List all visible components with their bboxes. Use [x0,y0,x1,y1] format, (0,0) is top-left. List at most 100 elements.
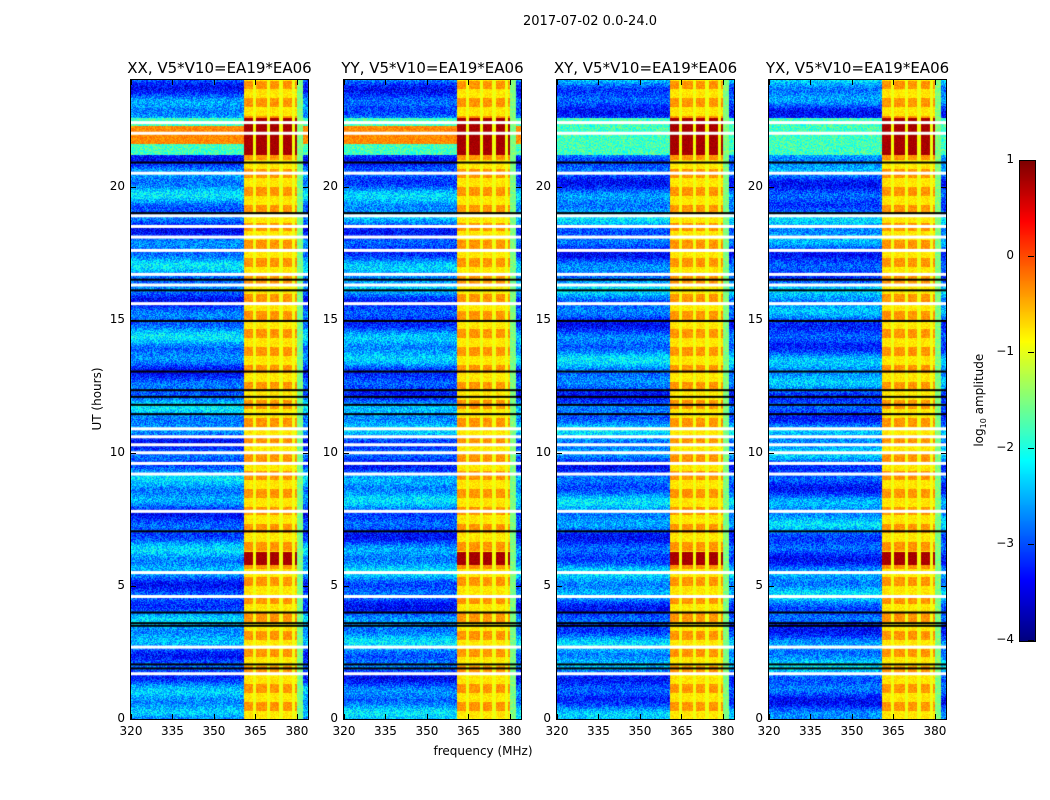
x-tick-mark [385,714,387,719]
y-tick-mark [131,719,136,720]
y-tick-mark [769,585,774,587]
colorbar-tick-mark [1028,640,1034,641]
y-tick-mark [941,452,946,454]
heatmap-panel-yy [343,79,522,720]
x-tick-mark [344,80,345,85]
x-tick-mark [810,714,812,719]
y-tick-mark [131,585,136,587]
x-tick-mark [639,80,641,85]
figure-title: 2017-07-02 0.0-24.0 [523,14,657,29]
y-tick-mark [941,585,946,587]
colorbar-tick-label: −1 [996,344,1014,358]
x-tick-label: 320 [545,724,569,738]
y-tick-label: 15 [535,311,551,326]
x-tick-mark [934,714,936,719]
y-tick-mark [303,452,308,454]
y-tick-mark [941,319,946,321]
x-tick-mark [296,80,298,85]
y-tick-mark [516,319,521,321]
colorbar-tick-label: 0 [1006,248,1014,262]
y-tick-mark [557,585,562,587]
panel-title: XY, V5*V10=EA19*EA06 [553,59,738,77]
x-tick-label: 380 [923,724,947,738]
y-tick-mark [769,719,774,720]
y-tick-mark [303,585,308,587]
x-tick-mark [509,714,511,719]
y-tick-label: 10 [109,444,125,459]
y-tick-mark [941,719,946,720]
panel-title: YY, V5*V10=EA19*EA06 [341,59,524,77]
y-tick-mark [516,452,521,454]
x-tick-label: 320 [332,724,356,738]
y-tick-mark [769,186,774,188]
x-tick-label: 335 [587,724,610,738]
x-tick-label: 365 [670,724,693,738]
colorbar-tick-mark [1028,160,1034,161]
x-tick-mark [598,80,600,85]
x-tick-mark [639,714,641,719]
x-tick-mark [893,80,895,85]
x-tick-mark [213,80,215,85]
x-tick-label: 350 [415,724,439,738]
y-tick-mark [729,585,734,587]
y-tick-mark [557,719,562,720]
heatmap-image [131,80,308,719]
y-tick-label: 0 [117,711,125,725]
x-tick-mark [851,80,853,85]
x-tick-mark [769,714,770,719]
x-tick-mark [255,80,257,85]
y-tick-mark [131,452,136,454]
x-tick-mark [598,714,600,719]
x-tick-mark [810,80,812,85]
x-tick-mark [468,80,470,85]
y-axis-label: UT (hours) [90,367,104,431]
x-tick-label: 350 [628,724,652,738]
y-tick-label: 0 [755,711,763,725]
x-tick-mark [681,714,683,719]
x-axis-label: frequency (MHz) [433,744,533,758]
x-tick-label: 335 [799,724,822,738]
x-tick-mark [722,714,724,719]
y-tick-mark [557,452,562,454]
y-tick-mark [729,186,734,188]
y-tick-mark [941,186,946,188]
x-tick-label: 380 [711,724,735,738]
y-tick-mark [557,319,562,321]
x-tick-mark [213,714,215,719]
y-tick-mark [344,452,349,454]
colorbar-tick-mark [1028,352,1034,353]
y-tick-label: 5 [755,577,763,592]
x-tick-label: 320 [757,724,781,738]
y-tick-mark [344,585,349,587]
y-tick-label: 10 [322,444,338,459]
heatmap-image [557,80,734,719]
x-tick-mark [172,80,174,85]
x-tick-mark [722,80,724,85]
x-tick-mark [296,714,298,719]
x-tick-mark [557,714,558,719]
x-tick-label: 350 [202,724,226,738]
panel-title: YX, V5*V10=EA19*EA06 [765,59,950,77]
y-tick-mark [303,186,308,188]
x-tick-mark [468,714,470,719]
colorbar-tick-label: −2 [996,440,1014,454]
x-tick-label: 335 [161,724,184,738]
y-tick-label: 10 [747,444,763,459]
y-tick-mark [516,186,521,188]
y-tick-label: 5 [543,577,551,592]
x-tick-mark [426,714,428,719]
x-tick-mark [426,80,428,85]
y-tick-label: 15 [322,311,338,326]
y-tick-label: 5 [330,577,338,592]
y-tick-label: 15 [109,311,125,326]
x-tick-label: 335 [374,724,397,738]
heatmap-panel-xx [130,79,309,720]
y-tick-mark [729,319,734,321]
heatmap-image [769,80,946,719]
y-tick-label: 20 [322,178,338,193]
x-tick-label: 320 [119,724,143,738]
x-tick-mark [131,80,132,85]
y-tick-mark [769,319,774,321]
y-tick-mark [131,186,136,188]
